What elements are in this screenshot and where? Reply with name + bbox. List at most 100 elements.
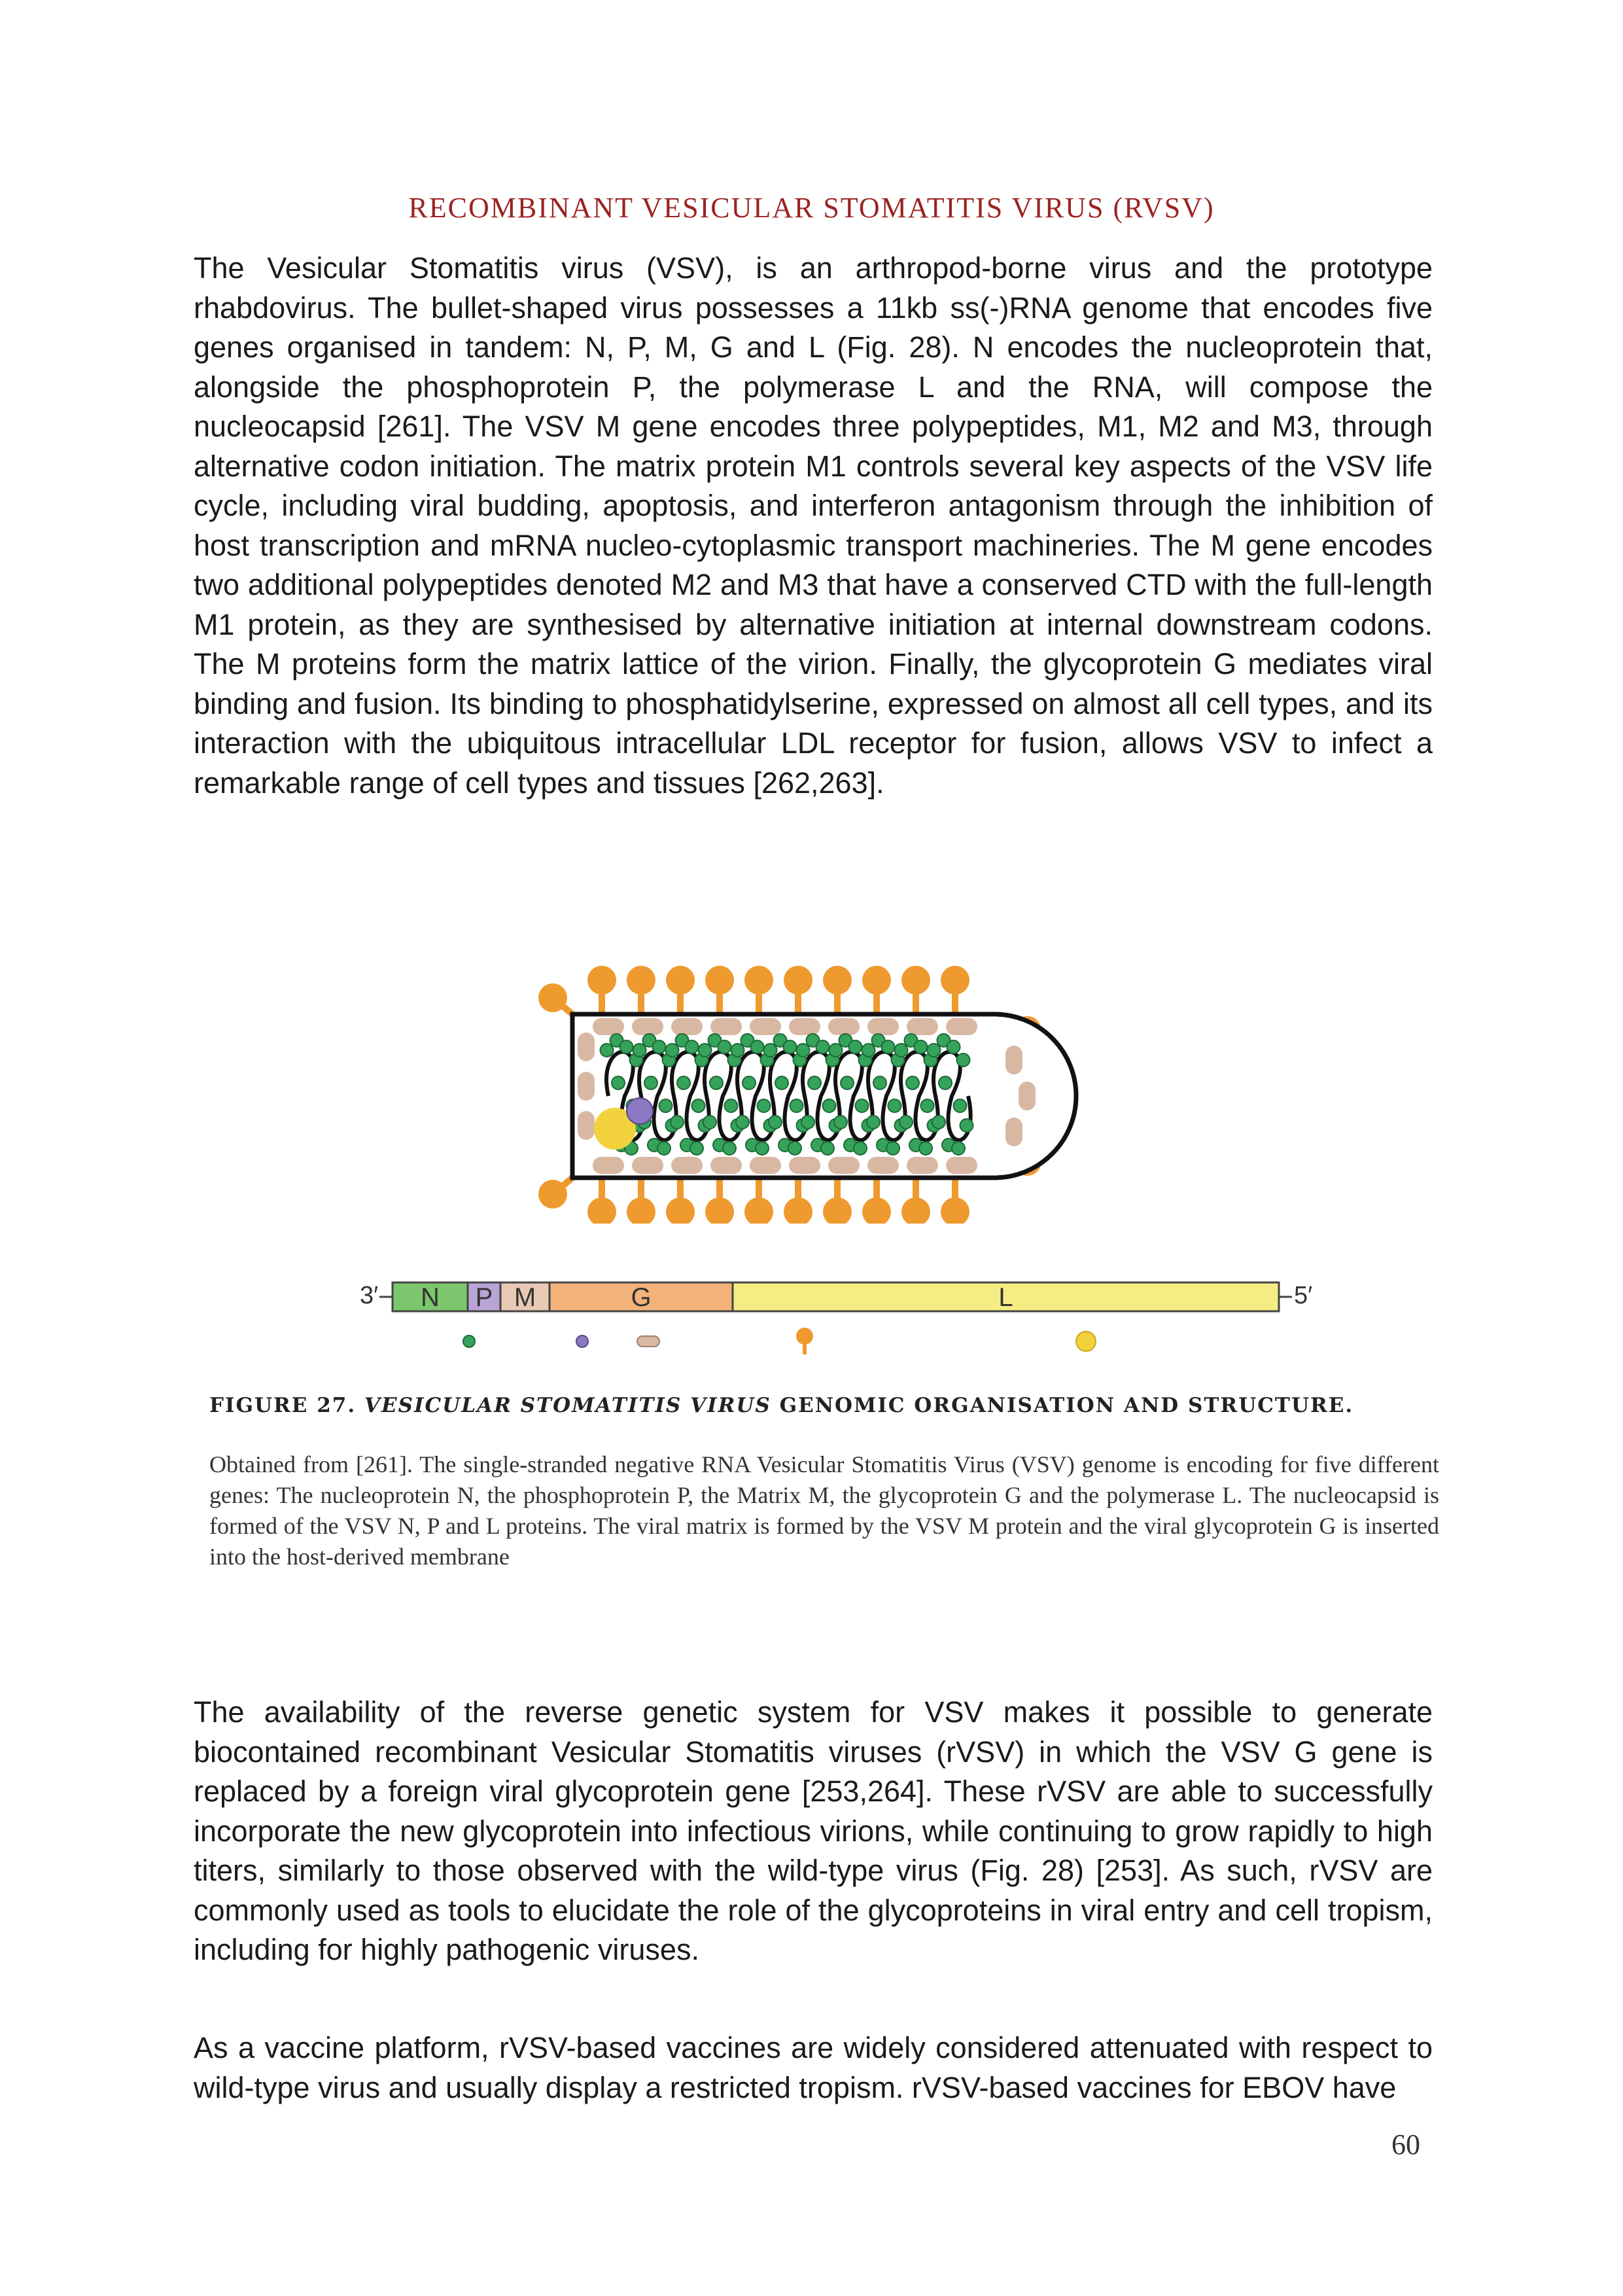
glycoprotein-stalk-bottom — [756, 1178, 762, 1207]
nucleoprotein — [703, 1115, 717, 1129]
glycoprotein-spike-top — [784, 966, 812, 995]
matrix-protein-bottom — [632, 1157, 663, 1174]
nucleoprotein — [665, 1043, 680, 1057]
glycoprotein-spike-top — [744, 966, 773, 995]
glycoprotein-stalk-top — [873, 985, 880, 1014]
nucleoprotein — [768, 1115, 782, 1129]
glycoprotein-spike-bottom — [627, 1197, 655, 1224]
nucleoprotein — [951, 1141, 966, 1156]
matrix-protein-bottom — [710, 1157, 742, 1174]
nucleoprotein — [642, 1033, 657, 1048]
paragraph-vsv-intro: The Vesicular Stomatitis virus (VSV), is… — [194, 251, 1433, 800]
nucleoprotein — [833, 1115, 848, 1129]
figure-title-rest: GENOMIC ORGANISATION AND STRUCTURE. — [779, 1394, 1354, 1417]
nucleoprotein — [838, 1033, 853, 1048]
section-heading: RECOMBINANT VESICULAR STOMATITIS VIRUS (… — [408, 192, 1215, 224]
nucleoprotein — [674, 1033, 689, 1048]
nucleoprotein — [871, 1033, 886, 1048]
nucleoprotein — [959, 1118, 974, 1133]
figure-caption: Obtained from [261]. The single-stranded… — [209, 1451, 1439, 1570]
matrix-protein-top — [593, 1018, 624, 1035]
matrix-protein-left — [578, 1033, 595, 1061]
glycoprotein-stalk-top — [834, 985, 841, 1014]
matrix-protein-tip — [1005, 1046, 1022, 1074]
nucleoprotein — [903, 1033, 918, 1048]
nucleoprotein — [938, 1076, 952, 1090]
nucleoprotein — [717, 1040, 732, 1054]
nucleoprotein — [658, 1099, 673, 1113]
matrix-protein-bottom — [946, 1157, 977, 1174]
nucleoprotein — [828, 1043, 843, 1057]
nucleoprotein — [684, 1040, 699, 1054]
nucleoprotein — [801, 1115, 815, 1129]
nucleoprotein — [952, 1099, 968, 1113]
matrix-protein-top — [789, 1018, 820, 1035]
figure-title: FIGURE 27. VESICULAR STOMATITIS VIRUS GE… — [209, 1394, 1353, 1417]
nucleoprotein — [805, 1033, 820, 1048]
glycoprotein-stalk-bottom — [913, 1178, 919, 1207]
nucleoprotein — [926, 1043, 941, 1057]
legend-phosphoprotein-icon — [576, 1335, 589, 1348]
genome-5prime-label: 5′ — [1294, 1282, 1312, 1309]
nucleoprotein — [619, 1040, 634, 1054]
gene-label-n: N — [421, 1283, 440, 1312]
matrix-protein-top — [632, 1018, 663, 1035]
nucleoprotein — [652, 1040, 667, 1054]
matrix-protein-bottom — [867, 1157, 899, 1174]
glycoprotein-spike-bottom — [705, 1197, 734, 1224]
glycoprotein-spike-top — [627, 966, 655, 995]
nucleoprotein — [807, 1076, 822, 1090]
glycoprotein-stalk-top — [716, 985, 723, 1014]
figure-title-italic: VESICULAR STOMATITIS VIRUS — [364, 1394, 771, 1417]
nucleoprotein — [899, 1115, 913, 1129]
matrix-protein-tip — [1005, 1118, 1022, 1146]
nucleoprotein — [735, 1115, 750, 1129]
glycoprotein-spike-bottom — [587, 1197, 616, 1224]
matrix-protein-bottom — [907, 1157, 938, 1174]
nucleoprotein — [697, 1043, 712, 1057]
gene-label-m: M — [514, 1283, 536, 1312]
matrix-protein-left — [578, 1111, 595, 1140]
glycoprotein-stalk-top — [795, 985, 801, 1014]
nucleoprotein — [887, 1099, 902, 1113]
glycoprotein-stalk-bottom — [677, 1178, 684, 1207]
nucleoprotein — [853, 1141, 867, 1156]
nucleoprotein — [644, 1076, 658, 1090]
glycoprotein-stalk-top — [599, 985, 605, 1014]
nucleoprotein — [789, 1099, 804, 1113]
gene-segment-m — [499, 1281, 551, 1313]
nucleoprotein — [724, 1099, 739, 1113]
matrix-protein-top — [750, 1018, 781, 1035]
matrix-protein-top — [907, 1018, 938, 1035]
genome-3prime-label: 3′ — [360, 1282, 378, 1309]
glycoprotein-stalk-top — [756, 985, 762, 1014]
matrix-protein-bottom — [828, 1157, 860, 1174]
glycoprotein-stalk-bottom — [638, 1178, 644, 1207]
legend-polymerase-icon — [1075, 1331, 1096, 1352]
gene-label-p: P — [476, 1283, 493, 1312]
nucleoprotein — [763, 1043, 778, 1057]
nucleoprotein — [956, 1053, 971, 1067]
nucleoprotein — [913, 1040, 928, 1054]
nucleoprotein — [709, 1076, 724, 1090]
nucleoprotein — [676, 1076, 691, 1090]
matrix-protein-bottom — [750, 1157, 781, 1174]
glycoprotein-stalk-bottom — [952, 1178, 958, 1207]
paragraph-rvsv-genetics: The availability of the reverse genetic … — [194, 1695, 1433, 1966]
nucleoprotein — [886, 1141, 900, 1156]
glycoprotein-stalk-bottom — [599, 1178, 605, 1207]
matrix-protein-tip — [1019, 1082, 1036, 1110]
matrix-protein-bottom — [789, 1157, 820, 1174]
nucleoprotein — [881, 1040, 896, 1054]
nucleoprotein — [691, 1099, 706, 1113]
nucleoprotein — [936, 1033, 951, 1048]
matrix-protein-bottom — [593, 1157, 624, 1174]
nucleoprotein — [740, 1033, 755, 1048]
glycoprotein-stalk-top — [638, 985, 644, 1014]
nucleoprotein — [918, 1141, 933, 1156]
glycoprotein-stalk-top — [677, 985, 684, 1014]
glycoprotein-spike-edge — [538, 983, 567, 1012]
page-number: 60 — [1391, 2128, 1420, 2161]
nucleoprotein — [775, 1076, 789, 1090]
